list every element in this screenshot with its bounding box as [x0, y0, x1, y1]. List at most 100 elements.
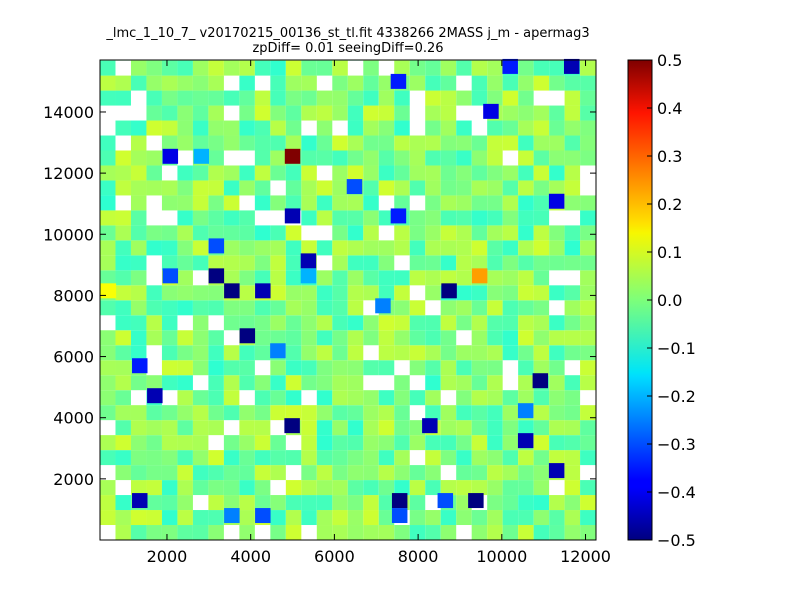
heatmap-bin [394, 435, 410, 451]
heatmap-bin [285, 405, 302, 421]
heatmap-bin [177, 75, 193, 91]
heatmap-bin [332, 435, 348, 451]
heatmap-bin [146, 405, 162, 421]
heatmap-bin [161, 60, 178, 76]
heatmap-bin [440, 270, 457, 286]
heatmap-bin [100, 255, 116, 271]
heatmap-bin [518, 345, 534, 361]
heatmap-bin [487, 420, 503, 436]
heatmap-bin [254, 150, 271, 166]
heatmap-bin [378, 240, 395, 256]
heatmap-bin [471, 345, 488, 361]
heatmap-bin [254, 345, 271, 361]
heatmap-bin [518, 525, 534, 540]
heatmap-bin [177, 300, 193, 316]
heatmap-bin [471, 510, 488, 526]
heatmap-bin [580, 150, 596, 166]
heatmap-bin [115, 75, 131, 91]
heatmap-bin [487, 255, 503, 271]
heatmap-bin [254, 480, 271, 496]
heatmap-bin [363, 480, 379, 496]
heatmap-bin [115, 495, 131, 511]
heatmap-bin [301, 300, 317, 316]
heatmap-bin [301, 285, 317, 301]
heatmap-bin [316, 330, 333, 346]
heatmap-bin [223, 90, 240, 106]
heatmap-bin [363, 510, 379, 526]
heatmap-bin [471, 525, 488, 540]
heatmap-bin [161, 285, 178, 301]
heatmap-bin [409, 360, 426, 376]
heatmap-bin [270, 165, 286, 181]
colorbar-tick-label: −0.4 [657, 483, 696, 502]
heatmap-bin [161, 345, 178, 361]
heatmap-bin [502, 465, 519, 481]
heatmap-bin [502, 480, 519, 496]
heatmap-bin [394, 165, 410, 181]
heatmap-bin [564, 495, 581, 511]
heatmap-bin [270, 255, 286, 271]
heatmap-cell [284, 148, 301, 164]
heatmap-bin [100, 60, 116, 76]
heatmap-bin [130, 525, 147, 540]
heatmap-bin [100, 330, 116, 346]
heatmap-bin [177, 105, 193, 121]
heatmap-bin [270, 270, 286, 286]
heatmap-bin [471, 450, 488, 466]
heatmap-bin [456, 195, 472, 211]
heatmap-bin [347, 345, 364, 361]
heatmap-bin [146, 90, 162, 106]
heatmap-bin [332, 375, 348, 391]
heatmap-bin [409, 240, 426, 256]
heatmap-bin [580, 405, 596, 421]
heatmap-bin [533, 195, 550, 211]
heatmap-bin [471, 300, 488, 316]
heatmap-bin [440, 150, 457, 166]
heatmap-bin [502, 195, 519, 211]
heatmap-bin [471, 240, 488, 256]
heatmap-bin [192, 195, 209, 211]
heatmap-bin [208, 345, 224, 361]
heatmap-bin [440, 165, 457, 181]
heatmap-bin [347, 135, 364, 151]
heatmap-bin [177, 120, 193, 136]
heatmap-bin [533, 180, 550, 196]
heatmap-bin [192, 285, 209, 301]
heatmap-bin [456, 420, 472, 436]
heatmap-bin [580, 225, 596, 241]
heatmap-bin [487, 345, 503, 361]
heatmap-bin [285, 330, 302, 346]
heatmap-bin [502, 315, 519, 331]
heatmap-bin [471, 330, 488, 346]
heatmap-bin [378, 405, 395, 421]
heatmap-bin [409, 75, 426, 91]
heatmap-bin [254, 330, 271, 346]
heatmap-bin [378, 330, 395, 346]
heatmap-bin [378, 360, 395, 376]
heatmap-bin [130, 345, 147, 361]
heatmap-bin [177, 90, 193, 106]
heatmap-bin [394, 120, 410, 136]
heatmap-bin [239, 480, 255, 496]
heatmap-bin [471, 165, 488, 181]
heatmap-bin [332, 135, 348, 151]
heatmap-cell [517, 403, 534, 419]
heatmap-bin [254, 435, 271, 451]
heatmap-bin [409, 60, 426, 76]
heatmap-cell [422, 418, 438, 434]
heatmap-bin [254, 420, 271, 436]
heatmap-bin [332, 225, 348, 241]
heatmap-bin [254, 270, 271, 286]
heatmap-bin [440, 195, 457, 211]
heatmap-bin [440, 105, 457, 121]
colorbar-tick-label: −0.5 [657, 531, 696, 550]
heatmap-bin [440, 360, 457, 376]
heatmap-bin [316, 195, 333, 211]
heatmap-bin [239, 225, 255, 241]
heatmap-bin [270, 105, 286, 121]
heatmap-bin [549, 420, 565, 436]
heatmap-bin [378, 390, 395, 406]
heatmap-bin [425, 255, 441, 271]
heatmap-bin [394, 90, 410, 106]
